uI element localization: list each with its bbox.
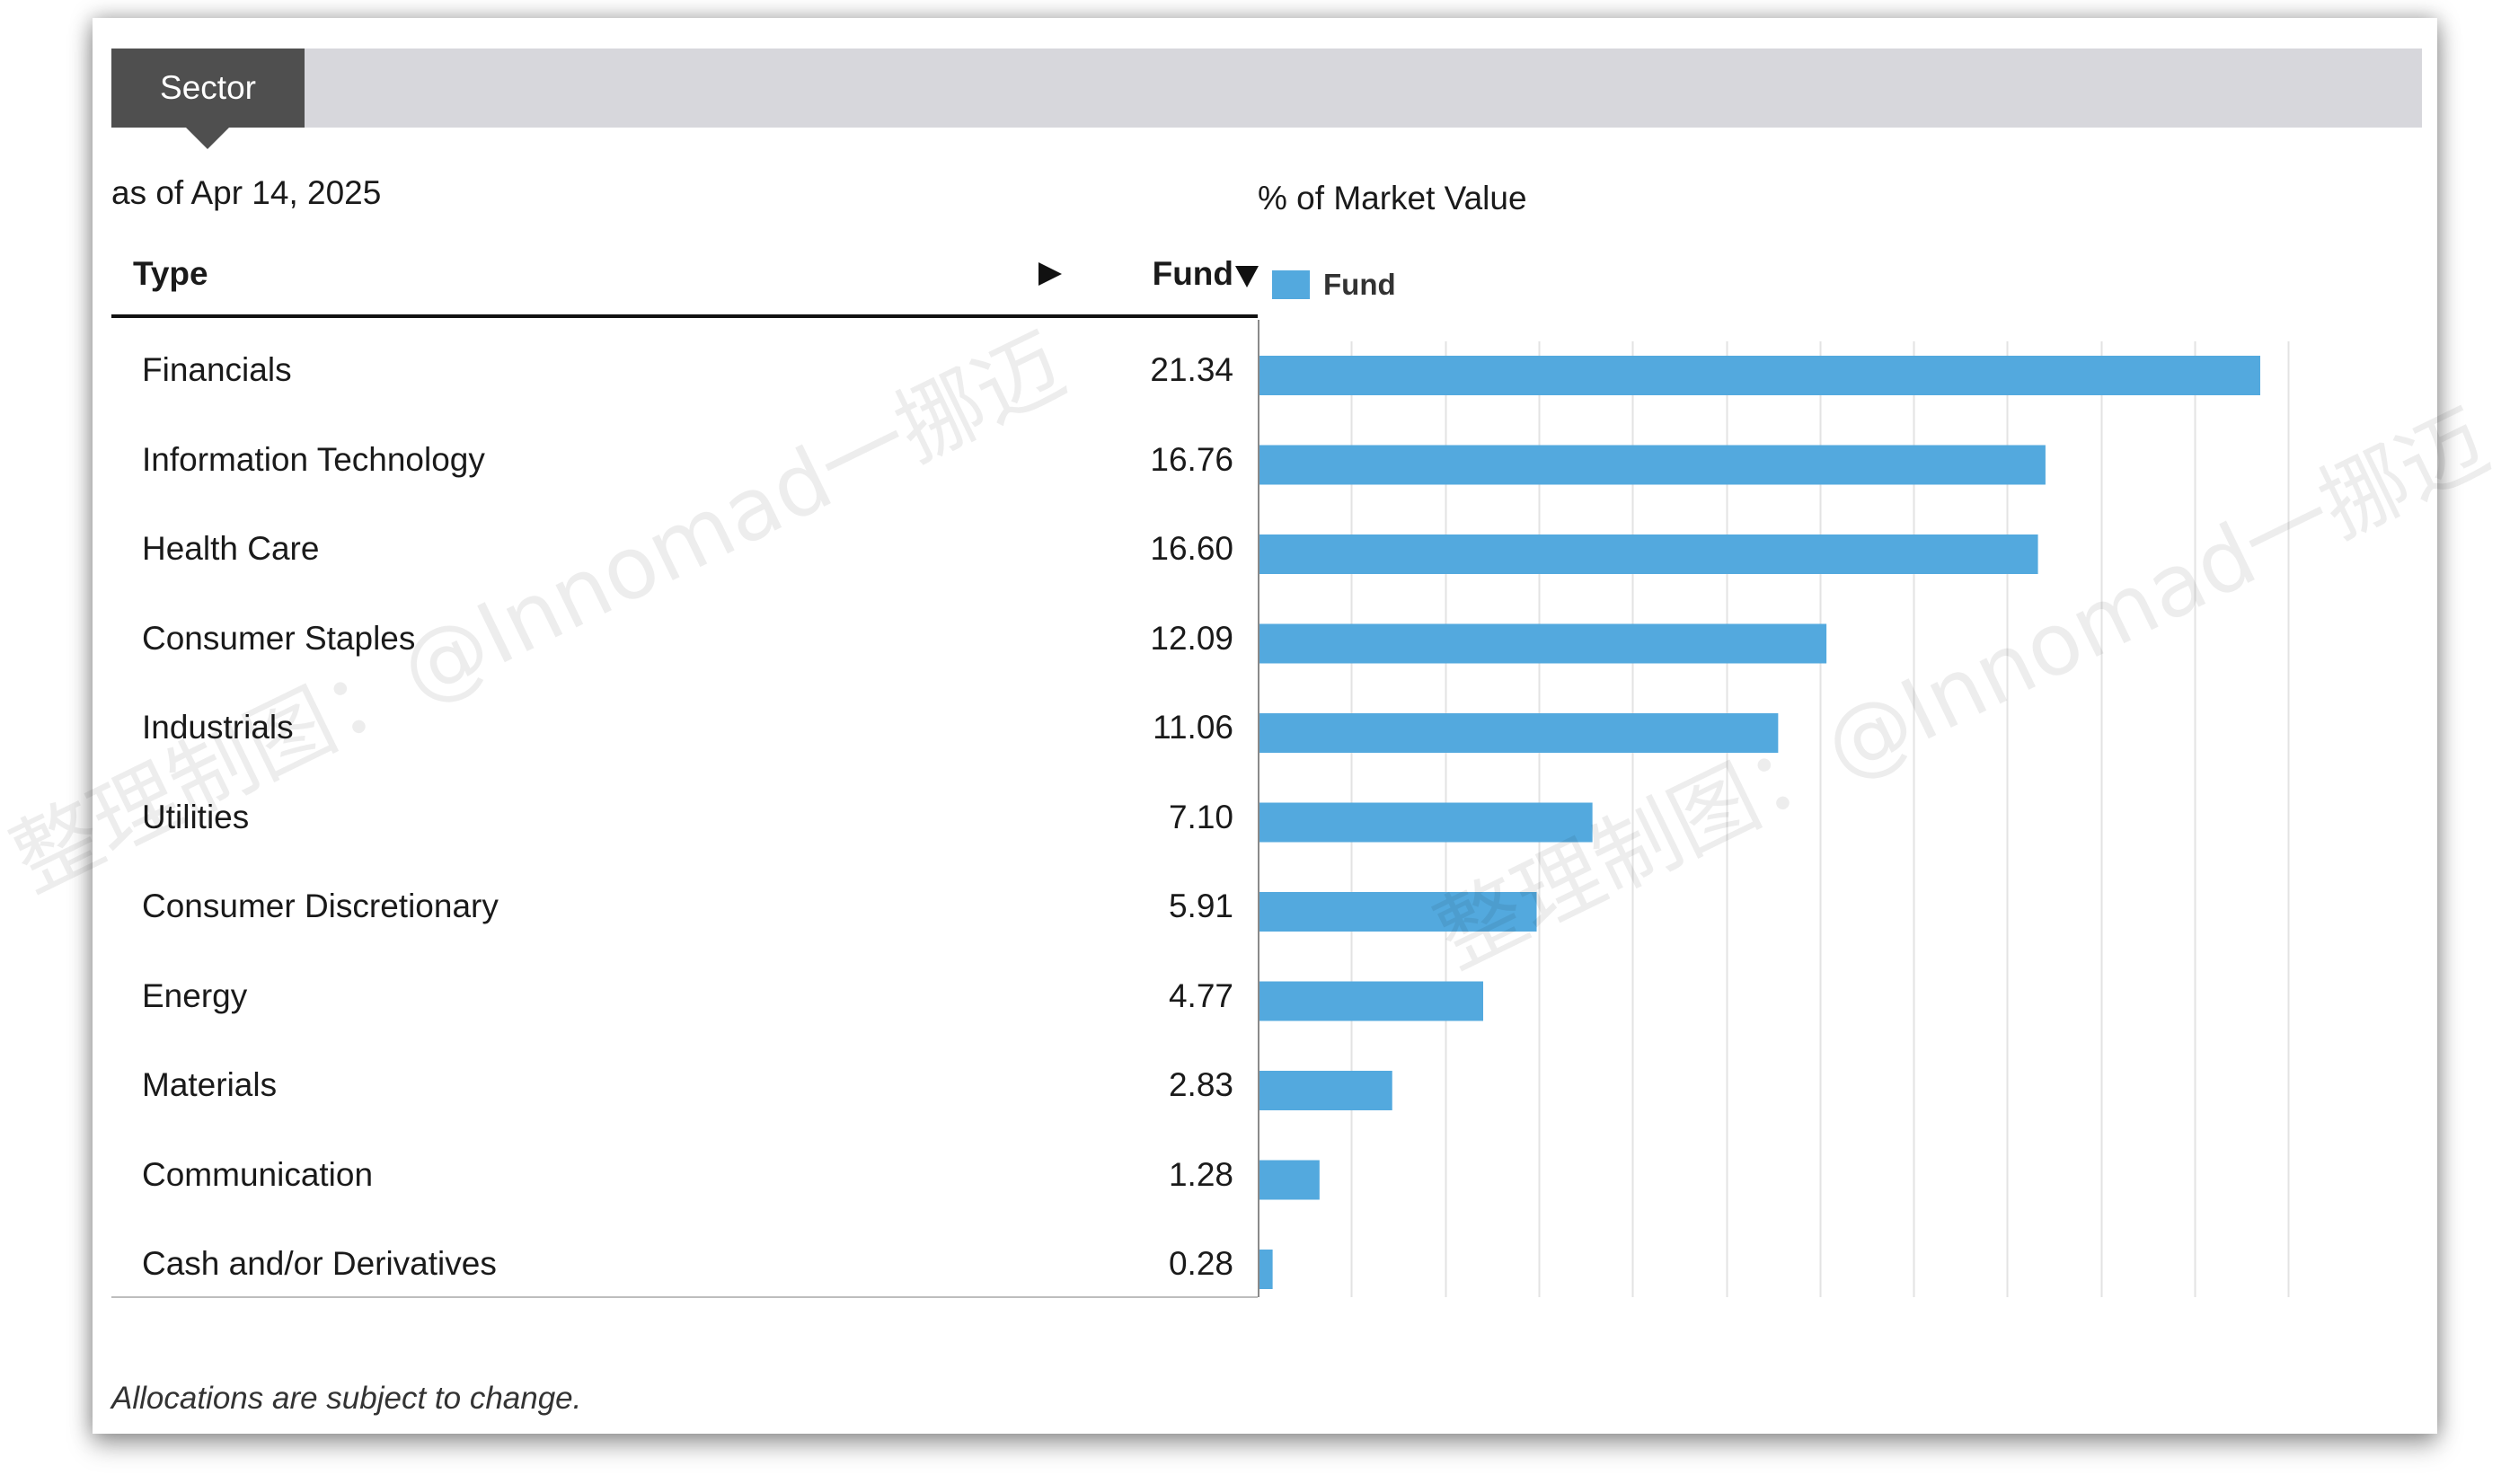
sector-label: Industrials: [142, 709, 294, 746]
sector-label: Utilities: [142, 798, 250, 835]
sector-value: 16.60: [1150, 530, 1233, 567]
sector-value: 12.09: [1150, 619, 1233, 657]
sector-value: 4.77: [1168, 976, 1233, 1014]
tab-sector[interactable]: Sector: [111, 49, 305, 128]
sector-value: 0.28: [1168, 1245, 1233, 1282]
active-tab-pointer: [186, 128, 229, 149]
sector-value: 11.06: [1153, 709, 1233, 746]
bar-energy[interactable]: [1259, 981, 1484, 1021]
sector-value: 1.28: [1168, 1155, 1233, 1193]
sector-label: Cash and/or Derivatives: [142, 1245, 497, 1282]
sector-value: 7.10: [1168, 798, 1233, 835]
sector-value: 21.34: [1150, 351, 1233, 388]
bar-materials[interactable]: [1259, 1071, 1392, 1110]
column-header-type[interactable]: Type: [133, 255, 208, 292]
sector-label: Health Care: [142, 530, 320, 567]
sort-descending-icon[interactable]: [1235, 266, 1259, 287]
chart-title: % of Market Value: [1258, 180, 1527, 216]
table-bottom-divider: [111, 1296, 1258, 1298]
sector-label: Energy: [142, 976, 248, 1014]
bar-cash-and-or-derivatives[interactable]: [1259, 1250, 1273, 1289]
header-divider: [111, 314, 1258, 318]
sector-value: 16.76: [1150, 440, 1233, 478]
as-of-date: as of Apr 14, 2025: [111, 174, 382, 211]
sector-label: Financials: [142, 351, 292, 388]
legend-label: Fund: [1323, 268, 1396, 301]
sector-label: Communication: [142, 1155, 374, 1193]
bar-financials[interactable]: [1259, 356, 2260, 395]
expand-arrow-icon[interactable]: [1038, 262, 1062, 286]
bar-consumer-discretionary[interactable]: [1259, 892, 1537, 932]
bar-industrials[interactable]: [1259, 713, 1779, 753]
sector-label: Consumer Discretionary: [142, 888, 499, 924]
bar-health-care[interactable]: [1259, 534, 2038, 574]
bar-chart: [1258, 320, 2290, 1297]
sector-value: 5.91: [1168, 888, 1233, 924]
tab-bar: Sector: [111, 49, 2422, 149]
bar-communication[interactable]: [1259, 1160, 1320, 1200]
sector-allocation-card: Sector as of Apr 14, 2025 % of Market Va…: [0, 18, 2504, 1434]
bar-information-technology[interactable]: [1259, 445, 2046, 485]
bar-utilities[interactable]: [1259, 802, 1593, 843]
sector-label: Information Technology: [142, 440, 485, 478]
sector-value: 2.83: [1168, 1066, 1233, 1103]
bar-consumer-staples[interactable]: [1259, 623, 1827, 664]
footnote: Allocations are subject to change.: [111, 1381, 582, 1416]
sector-label: Consumer Staples: [142, 619, 416, 657]
column-header-fund[interactable]: Fund: [1152, 255, 1233, 292]
sector-label: Materials: [142, 1066, 278, 1103]
legend-swatch: [1272, 270, 1310, 299]
